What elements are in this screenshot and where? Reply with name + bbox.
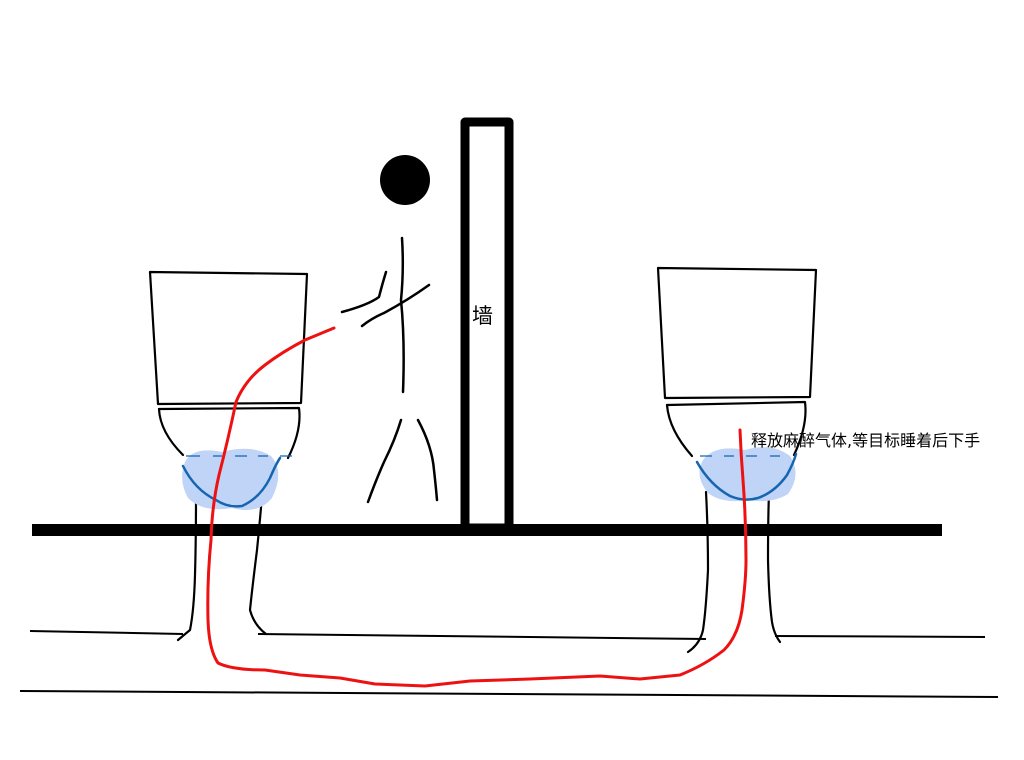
wall: [460, 117, 514, 533]
person-head: [380, 155, 430, 205]
left-toilet-drain-left: [176, 494, 198, 642]
ground-line-upper-right: [774, 635, 986, 638]
right-toilet-drain-left: [686, 490, 710, 654]
right-toilet-bowl-side: [665, 403, 694, 458]
gas-note-label: 释放麻醉气体,等目标睡着后下手: [751, 431, 981, 450]
right-toilet-seat: [665, 400, 807, 457]
left-toilet-seat: [157, 406, 301, 460]
person-right-arm: [360, 283, 431, 328]
person-right-leg: [416, 418, 439, 502]
gas-pipe-line: [206, 326, 748, 688]
person-icon: [340, 155, 439, 504]
person-left-leg: [366, 418, 403, 504]
left-toilet-icon: [148, 270, 309, 642]
left-toilet-bowl-side: [157, 407, 185, 457]
left-toilet-tank: [148, 270, 309, 406]
person-torso: [399, 236, 405, 394]
ground-line-lower: [19, 690, 999, 698]
wall-label: 墙: [472, 304, 493, 328]
ground-line-upper-left: [29, 630, 184, 635]
left-toilet-drain-right: [248, 494, 268, 636]
right-toilet-water: [695, 447, 798, 502]
right-toilet-icon: [656, 266, 818, 654]
right-toilet-tank: [656, 266, 818, 400]
right-toilet-drain-right: [766, 490, 782, 644]
left-toilet-water: [181, 448, 292, 511]
ground-line-upper-middle: [257, 633, 707, 640]
person-left-arm: [340, 270, 388, 314]
